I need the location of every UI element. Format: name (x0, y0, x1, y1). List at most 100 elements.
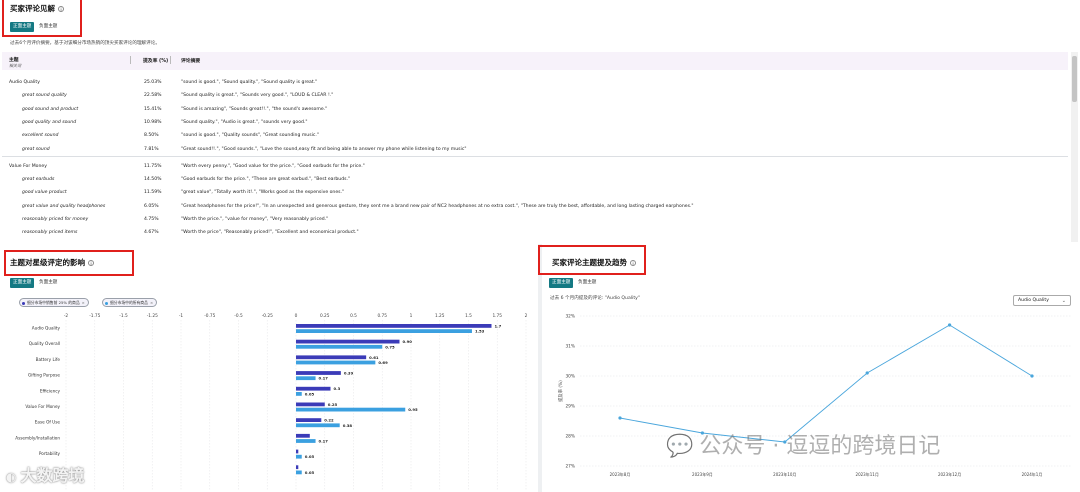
bar (296, 376, 316, 381)
tab-positive-topics[interactable]: 正面主题 (10, 278, 35, 288)
info-icon[interactable]: i (58, 6, 64, 12)
bar (296, 402, 325, 407)
bar (296, 433, 310, 438)
data-point (783, 440, 787, 444)
category-label: Ease Of Use (35, 420, 61, 425)
rate-cell: 11.75% (144, 163, 162, 169)
row-divider (2, 155, 1068, 157)
y-tick-label: 30% (565, 374, 575, 380)
bar-value-label: 0.22 (324, 418, 334, 423)
excerpt-cell: "Sound is amazing", "Sounds great!!.", "… (181, 106, 328, 112)
x-tick-label: 2 (525, 313, 528, 319)
excerpt-cell: "Sound quality.", "Audio is great.", "so… (181, 119, 308, 125)
subtopic-cell: great value and quality headphones (22, 203, 106, 209)
subtopic-cell: great sound (22, 146, 50, 152)
bar (296, 470, 302, 475)
bar (296, 371, 341, 375)
bar (296, 360, 376, 365)
bar (296, 329, 472, 333)
review-insights-panel: 买家评论见解 i 正面主题 负面主题 过去6个月评价摘要，基于对该细分市场热销的顶… (0, 0, 1080, 244)
x-tick-label: 2023年12月 (938, 471, 961, 477)
rate-cell: 4.67% (144, 230, 159, 236)
subtopic-cell: reasonably priced for money (22, 217, 89, 222)
x-tick-label: 2023年11月 (856, 471, 879, 477)
x-tick-label: -0.5 (234, 313, 243, 319)
y-axis-label: 提及率 (%) (557, 380, 564, 402)
category-label: Gifting Purpose (28, 373, 60, 378)
subtopic-cell: reasonably priced items (22, 230, 78, 236)
topic-impact-panel: 主题对星级评定的影响 i 正面主题 负面主题 细分市场中销售前 25% 的商品 × … (0, 244, 538, 492)
y-tick-label: 28% (565, 434, 575, 440)
close-icon[interactable]: × (149, 300, 154, 305)
column-divider (130, 56, 131, 64)
rate-cell: 14.50% (144, 177, 162, 183)
y-tick-label: 32% (565, 314, 575, 320)
bar-value-label: 0.95 (408, 407, 418, 412)
bar-value-label: 0.05 (305, 391, 315, 396)
tab-positive-topics[interactable]: 正面主题 (549, 278, 574, 288)
bar-value-label: 0.05 (305, 470, 315, 475)
x-tick-label: -0.25 (262, 313, 273, 319)
excerpt-cell: "great value", "Totally worth it!.", "Wo… (181, 190, 345, 196)
excerpt-cell: "Great headphones for the price!", "In a… (181, 203, 694, 209)
topic-cell: Value For Money (9, 163, 47, 169)
bar-value-label: 0.75 (385, 344, 395, 349)
bar (296, 418, 322, 422)
rate-cell: 25.03% (144, 80, 162, 85)
rate-cell: 22.58% (144, 93, 162, 99)
data-point (1030, 374, 1034, 378)
rate-cell: 6.05% (144, 203, 159, 209)
x-tick-label: 0.5 (350, 313, 357, 319)
topic-trend-title: 买家评论主题提及趋势 i (552, 257, 636, 268)
bar-value-label: 0.3 (334, 386, 341, 391)
column-header-rate[interactable]: 提及率 (%) (143, 59, 169, 64)
bar-value-label: 1.53 (475, 329, 485, 334)
legend-chip-all[interactable]: 细分市场中的所有商品 × (102, 298, 158, 307)
info-icon[interactable]: i (88, 260, 94, 266)
subtopic-cell: great earbuds (22, 177, 55, 183)
bar-value-label: 0.38 (343, 423, 353, 428)
tab-positive-topics[interactable]: 正面主题 (10, 22, 35, 32)
x-tick-label: 0.75 (377, 313, 387, 319)
trend-line-chart: 32% 31% 30% 29% 28% 27% 提及率 (%) 2023年8月 2023年9月 2… (557, 314, 1072, 477)
rate-cell: 11.59% (144, 190, 162, 196)
x-tick-label: 1.5 (465, 313, 472, 319)
rate-cell: 15.41% (144, 106, 162, 112)
scrollbar-track[interactable] (1071, 52, 1078, 242)
bar (296, 449, 299, 454)
info-icon[interactable]: i (630, 260, 636, 266)
excerpt-cell: "Sound quality is great.", "Sounds very … (181, 93, 334, 99)
x-tick-label: 2023年8月 (610, 471, 631, 477)
close-icon[interactable]: × (81, 300, 85, 305)
y-tick-label: 31% (565, 344, 575, 350)
tab-negative-topics[interactable]: 负面主题 (578, 280, 597, 285)
chevron-down-icon: ⌄ (1061, 298, 1066, 304)
rate-cell: 8.50% (144, 133, 159, 139)
category-label: Portability (39, 451, 61, 456)
rate-cell: 4.75% (144, 217, 159, 222)
x-tick-label: -0.75 (204, 313, 215, 319)
y-tick-label: 29% (565, 404, 575, 410)
bar-value-label: 0.05 (305, 454, 315, 459)
x-tick-label: -1 (179, 313, 184, 319)
excerpt-cell: "sound is good.", "Sound quality.", "Sou… (181, 80, 318, 85)
topic-select[interactable]: Audio Quality ⌄ (1013, 295, 1071, 306)
scrollbar-thumb[interactable] (1072, 56, 1077, 102)
x-tick-label: 2023年10月 (773, 471, 796, 477)
bar (296, 439, 316, 443)
rate-cell: 10.98% (144, 119, 162, 125)
legend-chip-top25[interactable]: 细分市场中销售前 25% 的商品 × (19, 298, 89, 307)
data-point (948, 323, 952, 327)
tab-negative-topics[interactable]: 负面主题 (39, 280, 58, 285)
bar-value-label: 0.25 (328, 402, 338, 407)
x-tick-label: 0.25 (320, 313, 330, 319)
watermark-right: 💬 公众号 · 逗逗的跨境日记 (666, 434, 941, 459)
bar (296, 392, 302, 396)
tab-negative-topics[interactable]: 负面主题 (39, 24, 58, 29)
column-header-topic-sub: 相关词 (9, 63, 21, 68)
bar (296, 454, 302, 459)
category-label: Battery Life (36, 357, 61, 362)
bar (296, 324, 492, 328)
legend-dot (105, 301, 108, 305)
x-tick-label: 1.75 (492, 313, 502, 319)
